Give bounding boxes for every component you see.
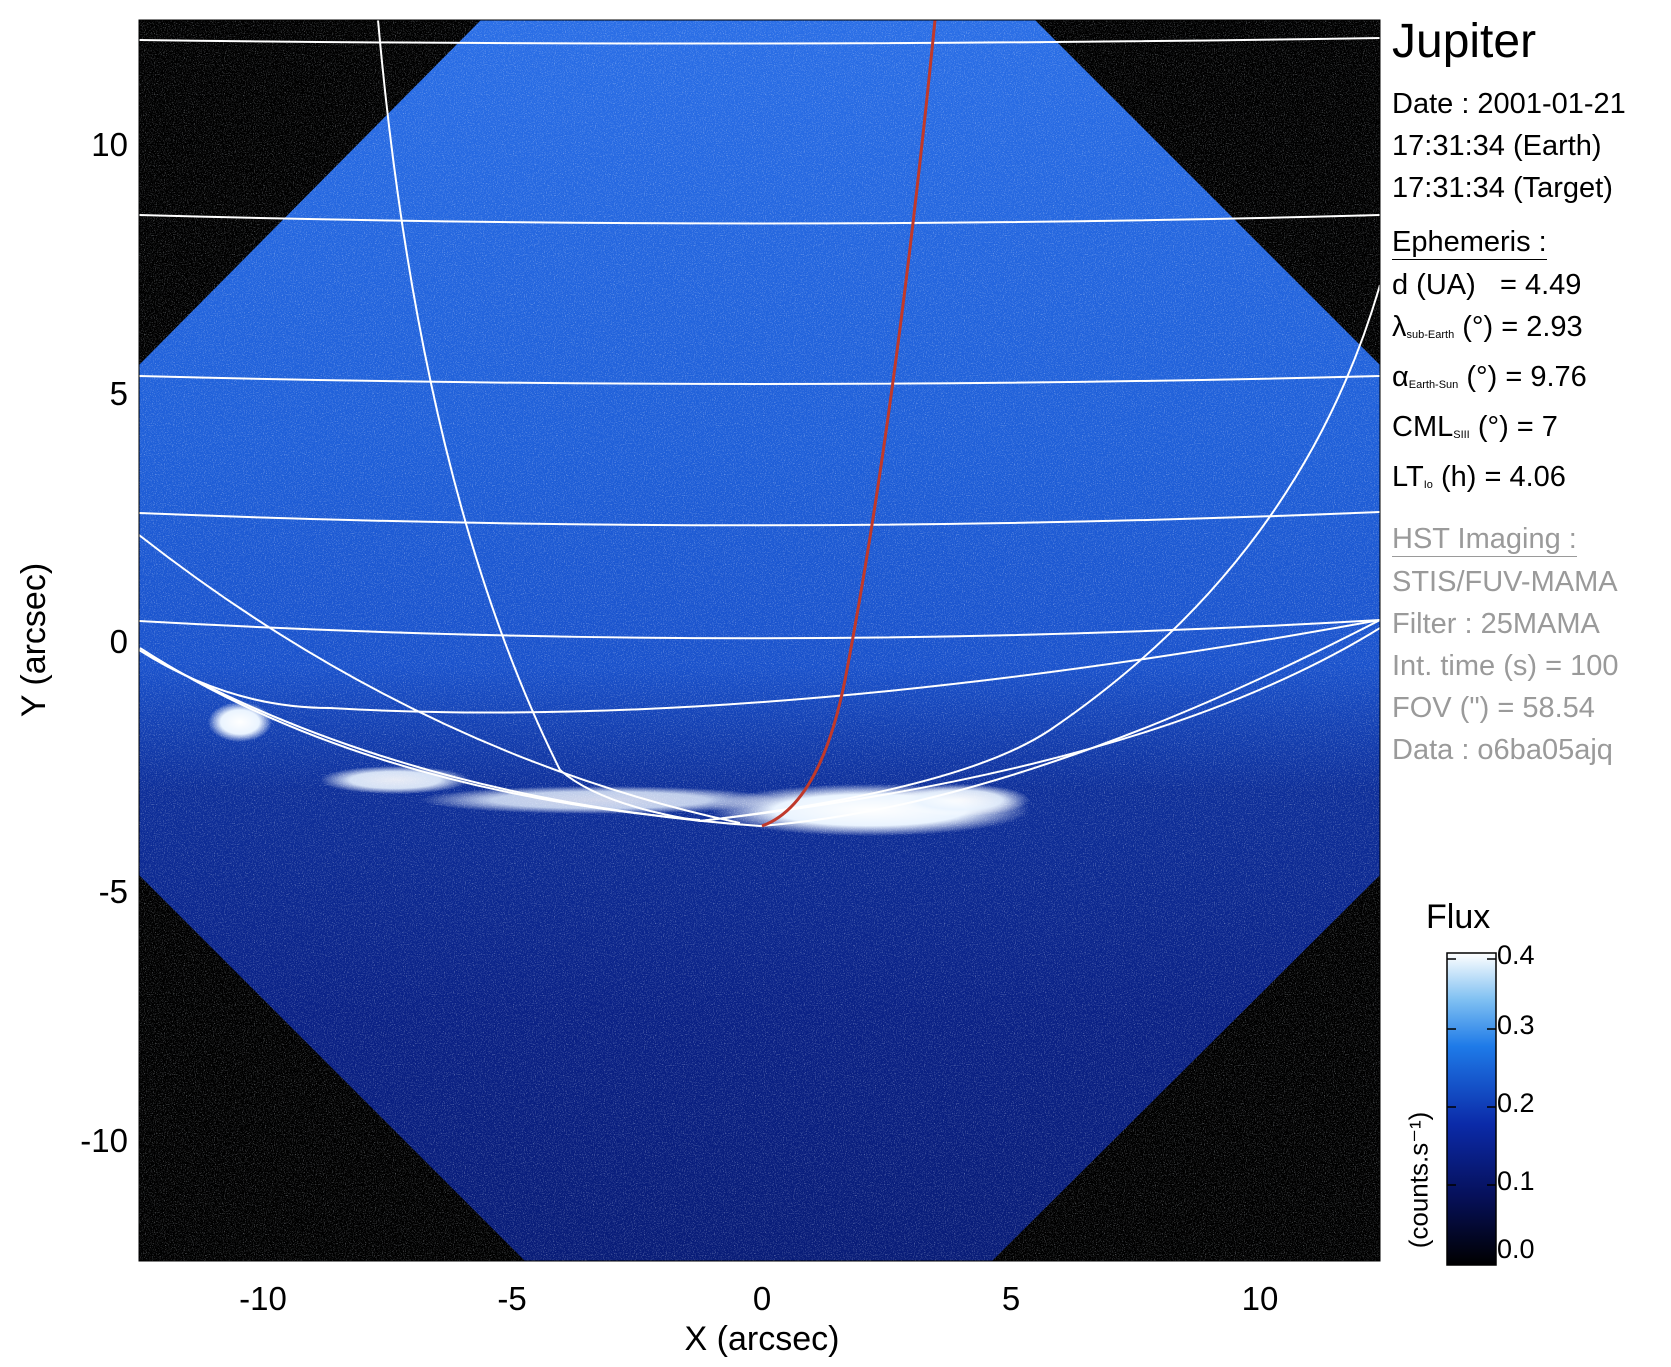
- lambda-symbol: λ: [1392, 311, 1407, 344]
- distance-line: d (UA) = 4.49: [1392, 264, 1667, 306]
- lt-subscript: Io: [1423, 479, 1433, 492]
- y-axis-label: Y (arcsec): [15, 563, 53, 717]
- colorbar-tick-label: 0.0: [1497, 1234, 1535, 1264]
- cml-symbol: CML: [1392, 411, 1454, 444]
- colorbar-tick-label: 0.2: [1497, 1088, 1535, 1118]
- x-axis-label: X (arcsec): [685, 1320, 840, 1358]
- plot-frame: [138, 19, 1381, 1262]
- coordinate-grid: [139, 20, 1380, 828]
- filter: Filter : 25MAMA: [1392, 608, 1600, 641]
- y-tick-label: -10: [80, 1122, 128, 1159]
- phase-angle: αEarth-Sun (°) = 9.76: [1392, 356, 1667, 406]
- footprint-curve: [761, 20, 937, 828]
- detector-noise: [139, 20, 1380, 1261]
- colorbar-ticks: [1447, 958, 1496, 1186]
- lt-symbol: LT: [1392, 461, 1424, 494]
- instrument: STIS/FUV-MAMA: [1392, 566, 1618, 599]
- io-local-time: LTIo (h) = 4.06: [1392, 456, 1667, 506]
- x-tick-label: 0: [753, 1280, 771, 1317]
- lt-value: (h) = 4.06: [1440, 461, 1566, 494]
- lambda-subscript: sub-Earth: [1406, 329, 1455, 342]
- sub-earth-latitude: λsub-Earth (°) = 2.93: [1392, 306, 1667, 356]
- colorbar-tick-label: 0.1: [1497, 1166, 1535, 1196]
- y-tick-label: 10: [91, 126, 128, 163]
- y-tick-label: 0: [110, 623, 128, 660]
- colorbar-tick-label: 0.4: [1497, 940, 1535, 970]
- time-target: 17:31:34 (Target): [1392, 172, 1613, 205]
- date-line: Date : 2001-01-21: [1392, 88, 1626, 121]
- info-panel: Jupiter Date : 2001-01-21 17:31:34 (Eart…: [1392, 14, 1667, 771]
- x-tick-label: -10: [239, 1280, 287, 1317]
- y-ticks: 10 5 0 -5 -10: [80, 126, 128, 1159]
- cml-subscript: SIII: [1453, 429, 1470, 442]
- x-tick-label: 10: [1242, 1280, 1279, 1317]
- time-earth: 17:31:34 (Earth): [1392, 130, 1602, 163]
- central-meridian: CMLSIII (°) = 7: [1392, 406, 1667, 456]
- distance-value: = 4.49: [1499, 269, 1582, 302]
- y-tick-label: 5: [110, 375, 128, 412]
- colorbar-tick-label: 0.3: [1497, 1010, 1535, 1040]
- distance-label: d (UA): [1392, 269, 1476, 302]
- data-id: Data : o6ba05ajq: [1392, 734, 1613, 767]
- x-tick-label: -5: [497, 1280, 526, 1317]
- x-tick-label: 5: [1002, 1280, 1020, 1317]
- ephemeris-heading: Ephemeris :: [1392, 226, 1547, 261]
- lambda-value: (°) = 2.93: [1462, 311, 1583, 344]
- field-of-view: FOV (") = 58.54: [1392, 692, 1595, 725]
- hst-heading: HST Imaging :: [1392, 523, 1577, 558]
- planet-name: Jupiter: [1392, 15, 1537, 68]
- y-tick-label: -5: [99, 873, 128, 910]
- colorbar: [1446, 952, 1497, 1266]
- alpha-value: (°) = 9.76: [1466, 361, 1587, 394]
- cml-value: (°) = 7: [1477, 411, 1558, 444]
- colorbar-unit: (counts.s⁻¹): [1403, 1111, 1434, 1249]
- alpha-subscript: Earth-Sun: [1408, 379, 1459, 392]
- integration-time: Int. time (s) = 100: [1392, 650, 1619, 683]
- alpha-symbol: α: [1392, 361, 1409, 394]
- colorbar-title: Flux: [1426, 898, 1491, 936]
- x-ticks: -10 -5 0 5 10: [239, 1280, 1278, 1317]
